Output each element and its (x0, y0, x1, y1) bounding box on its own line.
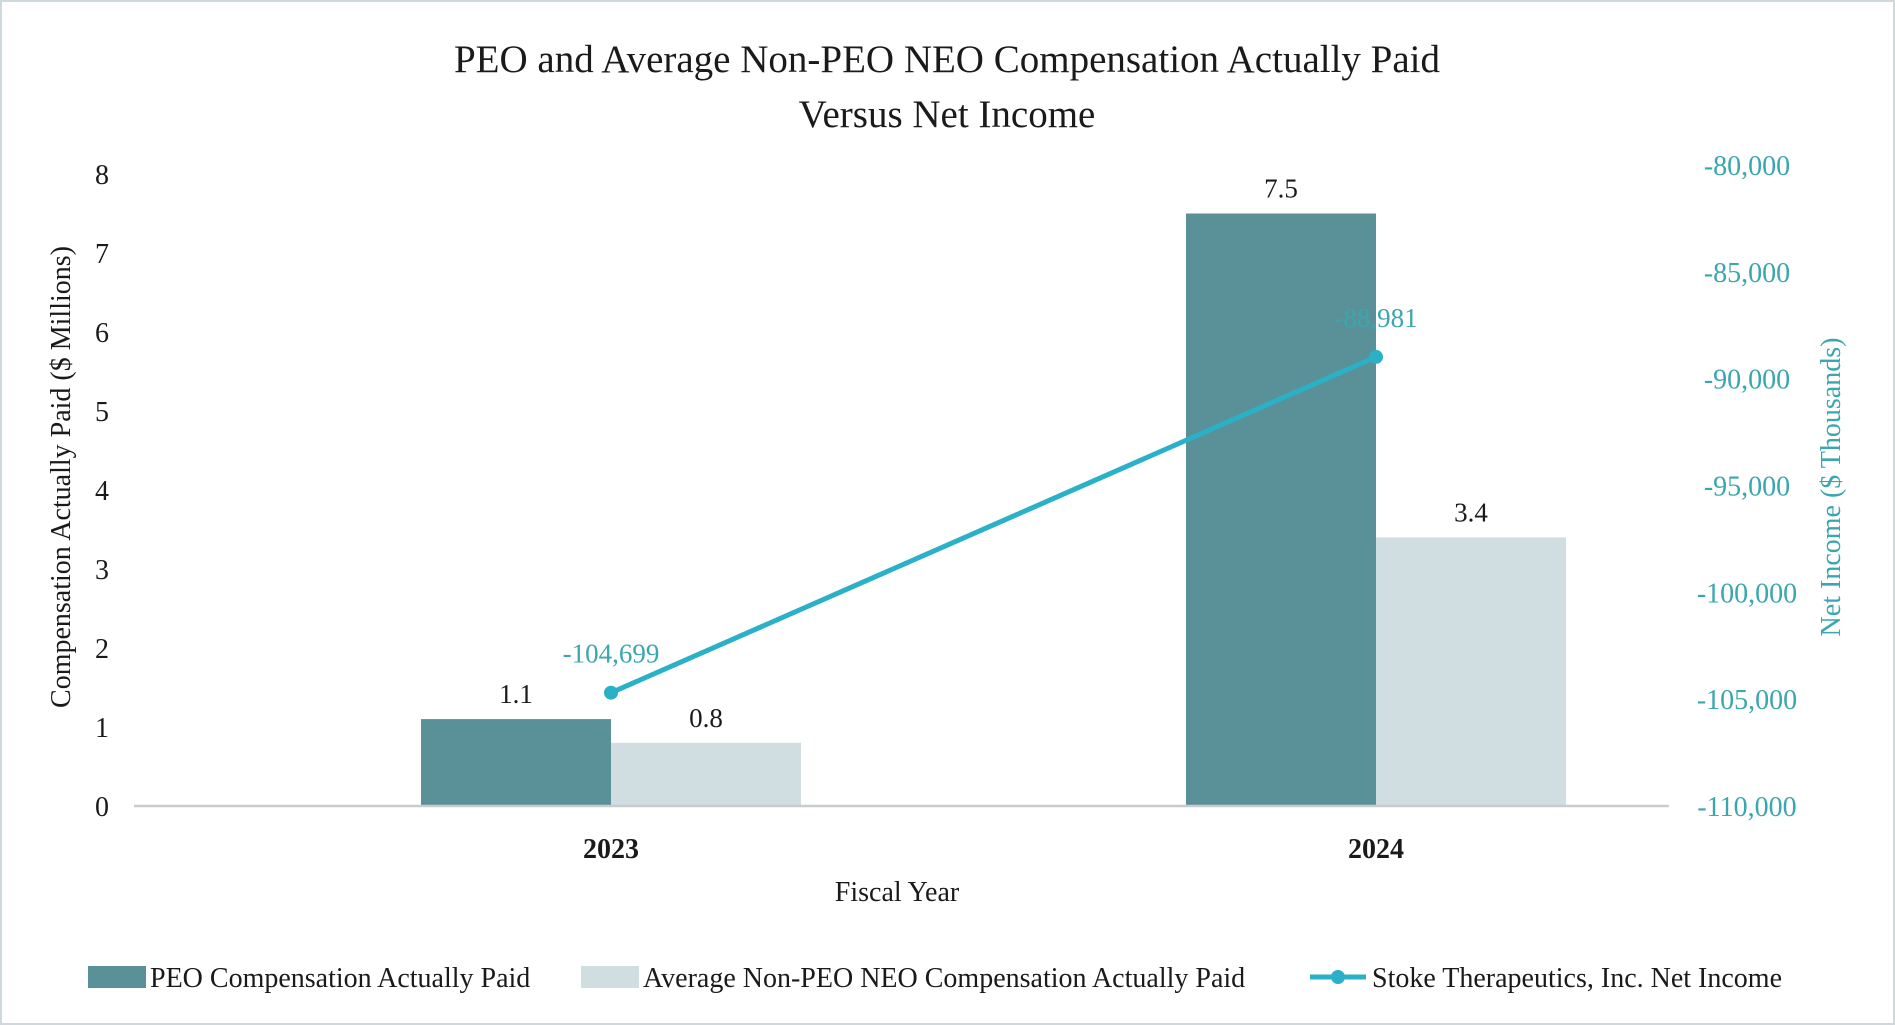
line-point (604, 685, 618, 700)
line-value-label: -104,699 (563, 639, 660, 669)
y2-tick-label: -90,000 (1704, 365, 1790, 396)
line-point (1369, 349, 1383, 364)
y-tick-label: 4 (95, 476, 109, 507)
bar-series: 1.1 0.8 7.5 3.4 (421, 174, 1566, 806)
bar (421, 719, 611, 806)
x-axis-label: Fiscal Year (835, 877, 960, 908)
legend: PEO Compensation Actually Paid Average No… (88, 963, 1782, 994)
bar (611, 742, 801, 806)
bar-value-label: 3.4 (1454, 497, 1488, 527)
legend-label: PEO Compensation Actually Paid (150, 963, 530, 994)
legend-marker (1331, 970, 1345, 984)
y-tick-label: 0 (95, 792, 109, 823)
y2-tick-label: -80,000 (1704, 151, 1790, 182)
y-axis-label: Compensation Actually Paid ($ Millions) (46, 246, 77, 708)
legend-swatch (581, 966, 639, 988)
x-tick-label: 2023 (583, 834, 639, 865)
legend-swatch (88, 966, 146, 988)
bar-value-label: 7.5 (1264, 174, 1298, 204)
y-tick-label: 6 (95, 318, 109, 349)
y-tick-label: 5 (95, 397, 109, 428)
series-line (609, 354, 1378, 696)
bar-value-label: 1.1 (499, 679, 533, 709)
y2-tick-label: -85,000 (1704, 258, 1790, 289)
y2-axis-label: Net Income ($ Thousands) (1816, 338, 1847, 637)
y2-tick-label: -95,000 (1704, 472, 1790, 503)
y2-tick-label: -110,000 (1697, 792, 1796, 823)
bar-value-label: 0.8 (689, 703, 723, 733)
y-tick-label: 2 (95, 634, 109, 665)
y-axis-ticks: 0 1 2 3 4 5 6 7 8 (95, 160, 109, 823)
y2-tick-label: -105,000 (1697, 685, 1797, 716)
x-tick-label: 2024 (1348, 834, 1404, 865)
bar (1376, 537, 1566, 806)
bar (1186, 213, 1376, 806)
chart-title-line-2: Versus Net Income (799, 93, 1096, 136)
line-series: -104,699 -88,981 (563, 303, 1418, 700)
legend-label: Stoke Therapeutics, Inc. Net Income (1372, 963, 1782, 994)
line-value-label: -88,981 (1334, 303, 1417, 333)
y-tick-label: 1 (95, 713, 109, 744)
y2-tick-label: -100,000 (1697, 578, 1797, 609)
y-tick-label: 7 (95, 239, 109, 270)
y2-axis-ticks: -110,000 -105,000 -100,000 -95,000 -90,000 -8… (1697, 151, 1797, 823)
y-tick-label: 3 (95, 555, 109, 586)
chart-title-line-1: PEO and Average Non-PEO NEO Compensation… (454, 38, 1441, 81)
legend-label: Average Non-PEO NEO Compensation Actuall… (643, 963, 1245, 994)
x-axis-ticks: 2023 2024 (583, 834, 1404, 865)
y-tick-label: 8 (95, 160, 109, 191)
